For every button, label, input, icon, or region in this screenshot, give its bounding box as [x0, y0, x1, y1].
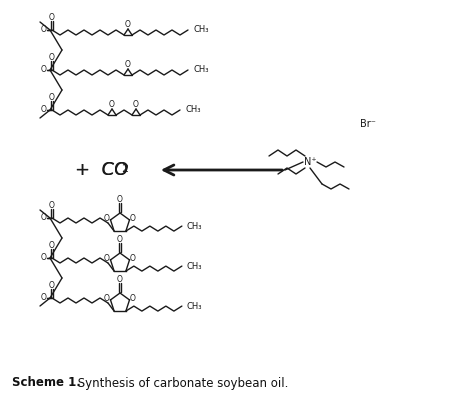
Text: O: O: [49, 281, 55, 290]
Text: O: O: [49, 200, 55, 209]
Text: CH₃: CH₃: [187, 262, 202, 271]
Text: Scheme 1.: Scheme 1.: [12, 377, 81, 390]
Text: +  CO: + CO: [75, 161, 128, 179]
Text: O: O: [130, 254, 136, 263]
Text: CH₃: CH₃: [193, 66, 208, 75]
Text: +  CO: + CO: [75, 161, 128, 179]
Text: O: O: [125, 20, 131, 29]
Text: O: O: [130, 294, 136, 303]
Text: O: O: [41, 294, 47, 303]
Text: CH₃: CH₃: [187, 222, 202, 230]
Text: CH₃: CH₃: [187, 302, 202, 311]
Text: O: O: [130, 214, 136, 224]
Text: Synthesis of carbonate soybean oil.: Synthesis of carbonate soybean oil.: [74, 377, 289, 390]
Text: O: O: [117, 234, 123, 243]
Text: O: O: [41, 105, 47, 115]
Text: O: O: [109, 100, 115, 109]
Text: O: O: [49, 13, 55, 21]
Text: N⁺: N⁺: [304, 157, 316, 167]
Text: O: O: [125, 60, 131, 69]
Text: O: O: [117, 194, 123, 203]
Text: O: O: [41, 254, 47, 262]
Text: CH₃: CH₃: [185, 105, 201, 115]
Text: O: O: [41, 213, 47, 222]
Text: CH₃: CH₃: [193, 26, 208, 34]
Text: O: O: [104, 254, 110, 263]
Text: Br⁻: Br⁻: [360, 119, 376, 129]
Text: O: O: [104, 214, 110, 224]
Text: 2: 2: [121, 164, 128, 174]
Text: O: O: [41, 66, 47, 75]
Text: O: O: [104, 294, 110, 303]
Text: O: O: [133, 100, 139, 109]
Text: O: O: [49, 241, 55, 249]
Text: O: O: [117, 275, 123, 284]
Text: O: O: [41, 26, 47, 34]
Text: O: O: [49, 92, 55, 102]
Text: O: O: [49, 53, 55, 62]
